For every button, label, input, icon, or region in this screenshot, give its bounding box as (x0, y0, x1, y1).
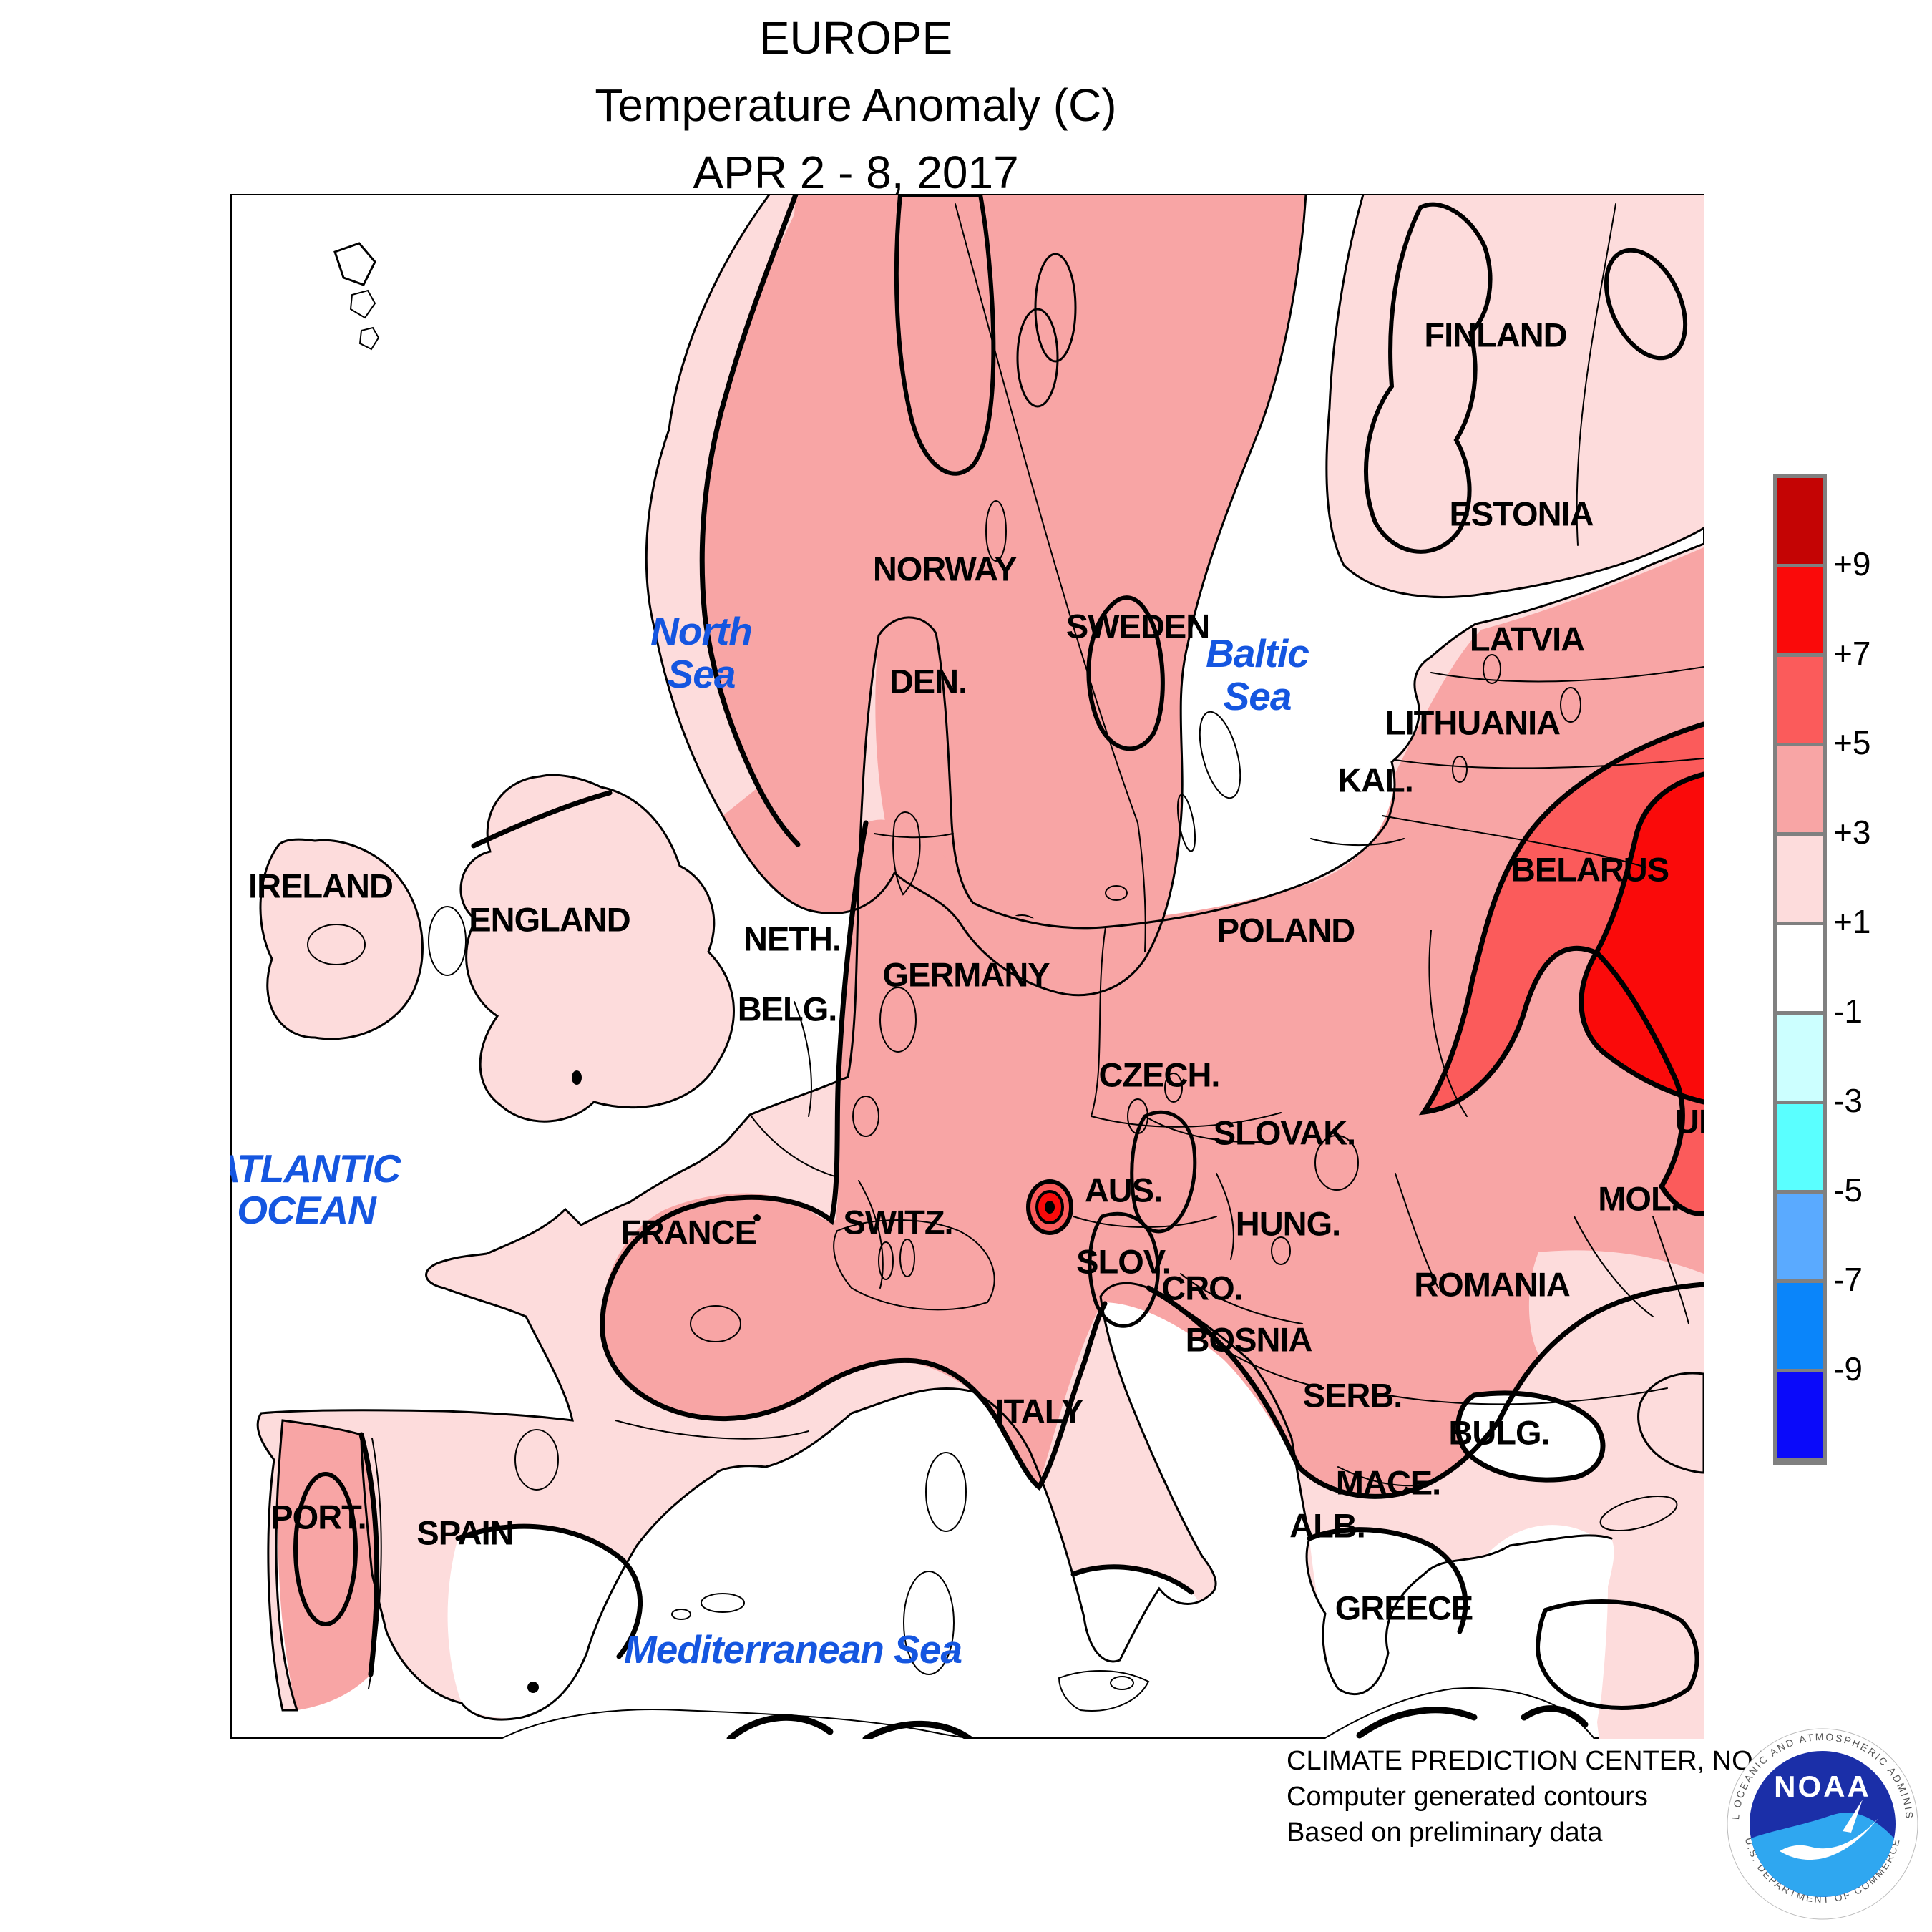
country-label-bosnia: BOSNIA (1185, 1320, 1313, 1359)
country-label-italy: ITALY (995, 1392, 1084, 1430)
logo-org-text: NOAA (1774, 1770, 1871, 1803)
sea-label-line: ATLANTIC (230, 1146, 401, 1191)
legend-tick--1: -1 (1833, 992, 1863, 1030)
legend-tick-+7: +7 (1833, 635, 1871, 672)
country-label-moldova: MOL. (1598, 1179, 1679, 1218)
sea-label-line: Baltic (1206, 631, 1309, 675)
legend-cell-9 (1777, 1283, 1823, 1372)
sea-label-mediterranean-sea: Mediterranean Sea (624, 1628, 962, 1671)
country-label-finland: FINLAND (1424, 316, 1567, 354)
legend-tick--5: -5 (1833, 1171, 1863, 1209)
country-label-spain: SPAIN (416, 1513, 514, 1552)
legend-cell-6 (1777, 1015, 1823, 1104)
legend-cell-0 (1777, 478, 1823, 567)
country-label-norway: NORWAY (872, 550, 1017, 588)
sea-label-line: OCEAN (237, 1188, 376, 1232)
country-label-denmark: DEN. (889, 662, 967, 701)
country-label-hungary: HUNG. (1235, 1204, 1341, 1243)
legend-cell-8 (1777, 1194, 1823, 1283)
map-date-range: APR 2 - 8, 2017 (693, 147, 1019, 198)
logo-seagull-icon (1780, 1818, 1878, 1860)
legend-tick--3: -3 (1833, 1082, 1863, 1119)
country-label-kaliningrad: KAL. (1337, 761, 1414, 799)
noaa-logo: NATIONAL OCEANIC AND ATMOSPHERIC ADMINIS… (1727, 1728, 1918, 1920)
country-label-ukraine: UK (1675, 1102, 1704, 1141)
title-block: EUROPE Temperature Anomaly (C) APR 2 - 8… (283, 4, 1428, 206)
country-label-belgium: BELG. (737, 990, 838, 1028)
country-label-portugal: PORT. (270, 1498, 366, 1536)
country-label-england: ENGLAND (469, 900, 630, 939)
country-label-bulgaria: BULG. (1448, 1413, 1550, 1452)
country-label-macedonia: MACE. (1335, 1463, 1441, 1502)
country-label-estonia: ESTONIA (1449, 494, 1594, 533)
sea-label-north-sea: North Sea (650, 609, 753, 696)
country-label-latvia: LATVIA (1469, 620, 1585, 658)
country-label-austria: AUS. (1084, 1171, 1163, 1209)
map-title: EUROPE (758, 12, 953, 64)
country-label-sweden: SWEDEN (1065, 607, 1210, 645)
country-label-switzerland: SWITZ. (843, 1203, 953, 1241)
credit-line-2: Computer generated contours (1287, 1782, 1648, 1812)
legend-tick-+1: +1 (1833, 903, 1871, 940)
sea-label-line: Sea (1223, 674, 1292, 718)
legend-tick--7: -7 (1833, 1261, 1863, 1298)
legend-tick--9: -9 (1833, 1350, 1863, 1387)
country-label-netherlands: NETH. (743, 919, 841, 958)
logo-seagull-wing (1843, 1800, 1863, 1833)
country-label-slovakia: SLOVAK. (1213, 1113, 1356, 1152)
legend-cell-2 (1777, 657, 1823, 746)
legend-cell-3 (1777, 746, 1823, 836)
country-label-greece: GREECE (1335, 1589, 1473, 1627)
legend-cell-1 (1777, 567, 1823, 657)
credits-block: CLIMATE PREDICTION CENTER, NOAA Computer… (1287, 1743, 1789, 1850)
legend-cell-7 (1777, 1104, 1823, 1194)
map-area: IRELAND ENGLAND NETH. BELG. DEN. GERMANY NORWA… (230, 194, 1704, 1739)
sea-label-line: Sea (667, 652, 736, 696)
legend-cell-5 (1777, 925, 1823, 1015)
country-label-albania: ALB. (1289, 1506, 1366, 1545)
sea-label-line: Mediterranean Sea (623, 1627, 962, 1672)
country-label-croatia: CRO. (1161, 1269, 1243, 1307)
sea-label-baltic-sea: Baltic Sea (1206, 632, 1309, 718)
country-label-poland: POLAND (1216, 911, 1355, 950)
credit-line-3: Based on preliminary data (1287, 1818, 1603, 1848)
sea-label-atlantic-ocean: ATLANTIC OCEAN (230, 1146, 401, 1232)
country-label-czech: CZECH. (1098, 1055, 1221, 1094)
legend-tick-+3: +3 (1833, 814, 1871, 851)
country-label-slovenia: SLOV. (1076, 1242, 1171, 1281)
thick-contours (358, 194, 1704, 1739)
legend-tick-+5: +5 (1833, 724, 1871, 761)
country-label-germany: GERMANY (882, 955, 1050, 994)
country-label-france: FRANCE (620, 1213, 757, 1252)
credit-line-1: CLIMATE PREDICTION CENTER, NOAA (1287, 1746, 1790, 1776)
legend-tick-+9: +9 (1833, 545, 1871, 582)
country-label-romania: ROMANIA (1414, 1265, 1571, 1304)
legend-cell-10 (1777, 1372, 1823, 1458)
europe-map-svg (230, 194, 1704, 1739)
country-label-ireland: IRELAND (248, 867, 394, 905)
map-subtitle: Temperature Anomaly (C) (595, 79, 1117, 131)
country-borders (368, 203, 1704, 1689)
country-label-serbia: SERB. (1302, 1376, 1403, 1415)
legend-color-bar (1773, 474, 1827, 1465)
legend-cell-4 (1777, 836, 1823, 925)
country-label-lithuania: LITHUANIA (1385, 703, 1561, 742)
sea-label-line: North (650, 609, 753, 653)
country-label-belarus: BELARUS (1511, 850, 1669, 889)
